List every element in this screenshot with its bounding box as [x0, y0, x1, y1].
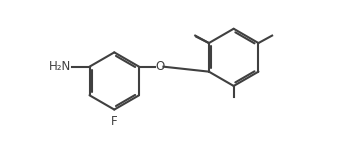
Text: O: O: [156, 60, 165, 73]
Text: H₂N: H₂N: [49, 60, 71, 73]
Text: F: F: [111, 115, 118, 128]
